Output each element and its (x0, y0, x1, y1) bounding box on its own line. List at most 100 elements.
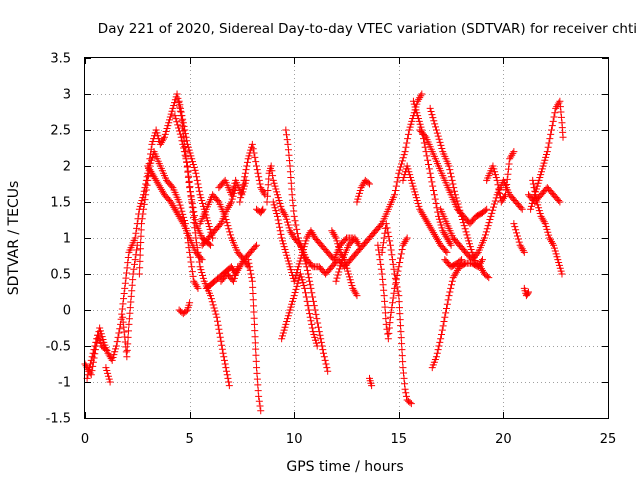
data-point (482, 228, 490, 236)
data-point (282, 212, 290, 220)
data-point (286, 306, 294, 314)
data-point (450, 184, 458, 192)
data-point (295, 237, 303, 245)
data-point (403, 162, 411, 170)
data-point (142, 186, 150, 194)
data-point (324, 367, 332, 375)
x-tick-labels: 0 5 10 15 20 25 (81, 432, 616, 447)
data-point (136, 264, 144, 272)
data-point (164, 122, 172, 130)
data-point (548, 122, 556, 130)
data-point (385, 233, 393, 241)
data-point (270, 179, 278, 187)
data-point (102, 346, 110, 354)
data-point (400, 174, 408, 182)
data-point (255, 173, 263, 181)
data-point (514, 235, 522, 243)
data-point (237, 189, 245, 197)
data-point (144, 176, 152, 184)
data-point (121, 284, 129, 292)
data-point (285, 309, 293, 317)
data-point (500, 193, 508, 201)
data-point (475, 261, 483, 269)
data-point (191, 166, 199, 174)
data-point (444, 296, 452, 304)
data-point (510, 220, 518, 228)
data-point (175, 198, 183, 206)
data-point (255, 397, 263, 405)
data-point (530, 184, 538, 192)
data-point (168, 182, 176, 190)
y-tick-label: 1 (63, 232, 71, 247)
data-point (137, 239, 145, 246)
data-point (273, 188, 281, 196)
data-point (259, 205, 267, 213)
data-point (308, 289, 316, 297)
data-point (552, 250, 560, 258)
data-point (268, 167, 276, 175)
data-point (278, 335, 286, 343)
data-point (101, 344, 109, 352)
data-point (284, 218, 292, 226)
data-point (181, 126, 189, 134)
data-point (504, 165, 512, 173)
data-point (537, 168, 545, 176)
data-point (253, 241, 261, 249)
data-point (505, 160, 513, 168)
data-point (216, 329, 224, 337)
data-point (415, 117, 423, 125)
data-point (392, 279, 400, 287)
data-point (244, 256, 252, 264)
data-point (123, 353, 131, 361)
data-point (443, 300, 451, 308)
data-point (225, 225, 233, 233)
data-point (181, 130, 189, 138)
data-point (197, 194, 205, 202)
data-point (529, 176, 537, 184)
data-point (416, 94, 424, 102)
data-point (448, 281, 456, 289)
data-point (186, 188, 194, 196)
data-point (463, 231, 471, 239)
data-point (119, 300, 127, 308)
data-point (232, 269, 240, 277)
data-point (519, 247, 527, 255)
data-point (278, 234, 286, 242)
data-point (395, 263, 403, 271)
data-point (546, 236, 554, 244)
data-point (476, 259, 484, 267)
data-point (177, 216, 185, 224)
data-point (252, 345, 260, 353)
x-tick-label: 25 (600, 432, 617, 447)
data-point (252, 357, 260, 365)
y-tick-label: 0 (63, 304, 71, 319)
data-point (183, 158, 191, 166)
data-point (454, 200, 462, 208)
data-point (290, 277, 298, 285)
data-point (390, 265, 398, 273)
data-point (199, 271, 207, 279)
data-point (237, 261, 245, 269)
data-point (354, 195, 362, 203)
data-point (391, 191, 399, 199)
data-point (308, 324, 316, 332)
data-point (552, 104, 560, 112)
data-point (464, 234, 472, 242)
data-point (250, 302, 258, 310)
data-point (548, 126, 556, 134)
data-point (306, 313, 314, 321)
data-point (539, 162, 547, 170)
data-point (190, 212, 198, 220)
data-point (502, 186, 510, 194)
data-point (169, 104, 177, 112)
data-point (456, 206, 464, 214)
data-point (435, 135, 443, 143)
data-point (524, 289, 532, 297)
data-point (491, 168, 499, 176)
data-point (534, 179, 542, 187)
data-point (495, 185, 503, 193)
data-point (193, 173, 201, 181)
data-point (474, 263, 482, 271)
data-point (227, 263, 235, 271)
data-point (157, 185, 165, 193)
